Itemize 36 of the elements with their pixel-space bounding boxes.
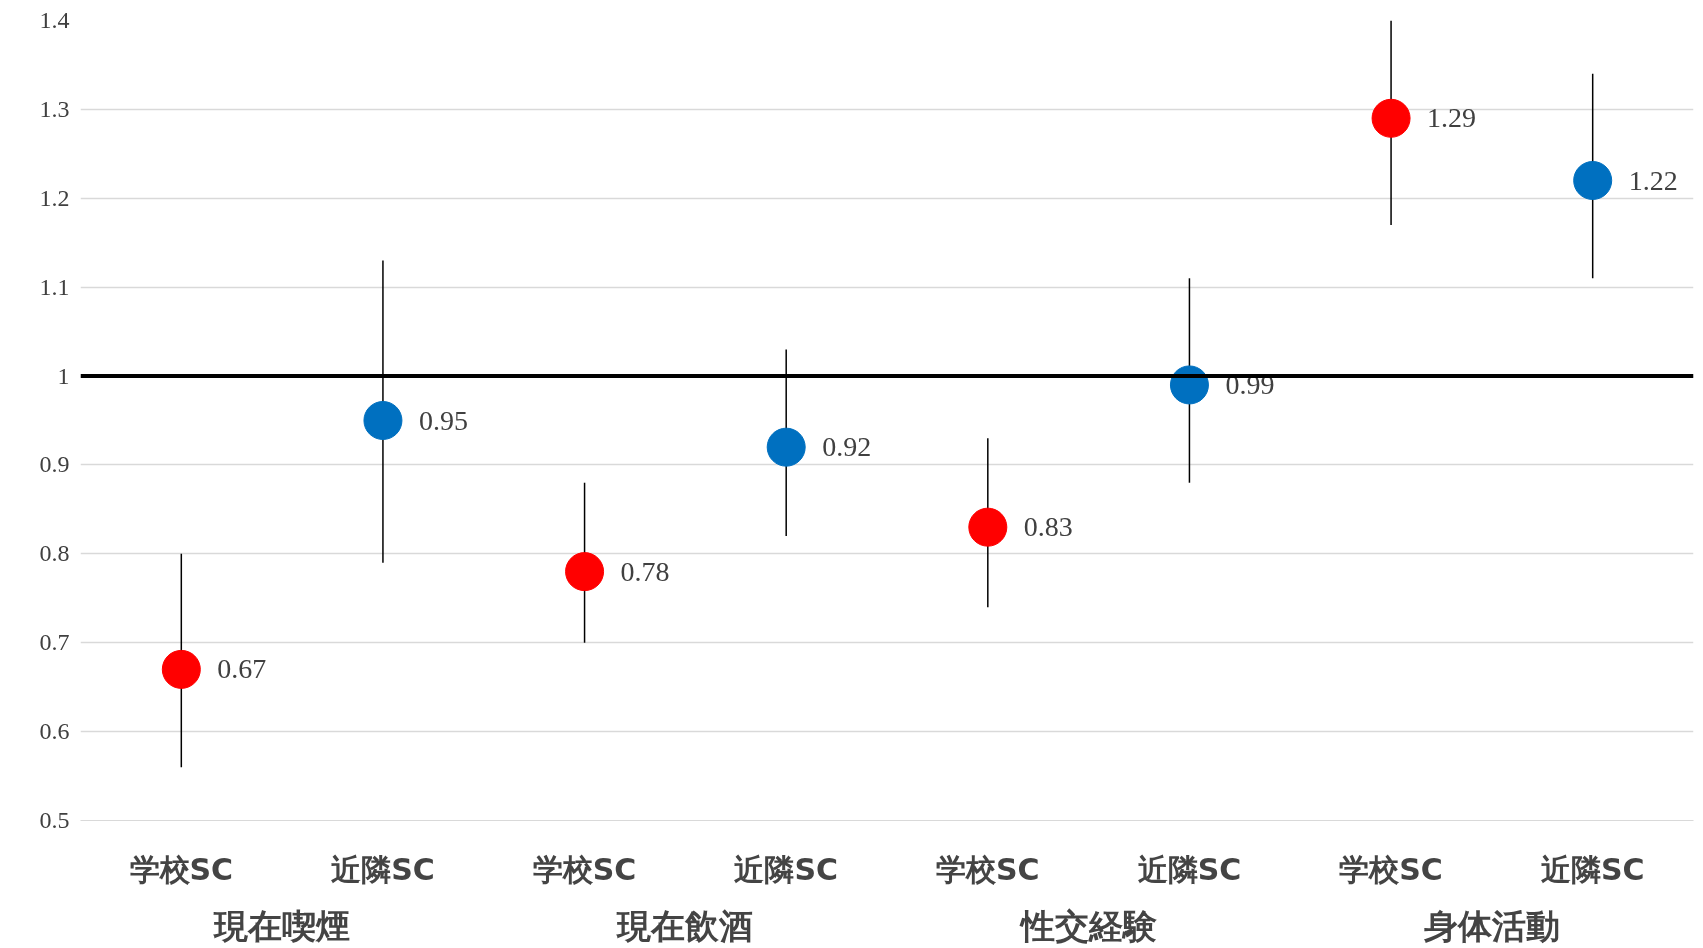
point bbox=[1371, 98, 1411, 138]
text: 身体活動 bbox=[1422, 905, 1560, 946]
data-label: 0.83 bbox=[1023, 511, 1073, 543]
data-label: 0.78 bbox=[620, 555, 670, 587]
point bbox=[766, 427, 806, 467]
x-tick-label: 近隣SC bbox=[1540, 851, 1645, 887]
y-tick-label: 0.7 bbox=[39, 629, 70, 656]
y-tick-label: 1.4 bbox=[39, 7, 70, 33]
data-label: 0.92 bbox=[822, 431, 872, 463]
x-tick-label: 学校SC bbox=[129, 851, 234, 887]
data-label: 1.22 bbox=[1628, 164, 1678, 196]
point bbox=[565, 552, 605, 592]
x-tick-label: 学校SC bbox=[532, 851, 637, 887]
y-tick-label: 1.1 bbox=[39, 273, 70, 300]
x-tick-label: 近隣SC bbox=[1137, 851, 1242, 887]
x-tick-label: 近隣SC bbox=[734, 851, 838, 887]
y-tick-label: 0.9 bbox=[39, 451, 70, 478]
point bbox=[161, 649, 201, 689]
y-tick-label: 0.5 bbox=[39, 807, 70, 833]
x-tick-label: 学校SC bbox=[936, 851, 1040, 887]
point bbox=[1573, 161, 1613, 200]
x-tick-label: 学校SC bbox=[1339, 851, 1443, 887]
point bbox=[968, 507, 1008, 547]
y-tick-label: 0.6 bbox=[39, 718, 70, 745]
text: 現在喫煙 bbox=[213, 905, 351, 946]
data-label: 0.95 bbox=[418, 404, 468, 436]
text: 性交経験 bbox=[1018, 905, 1157, 946]
y-tick-label: 1.2 bbox=[39, 184, 70, 211]
data-label: 0.67 bbox=[217, 653, 267, 685]
y-tick-label: 1.3 bbox=[39, 95, 70, 122]
y-tick-label: 1 bbox=[57, 362, 70, 389]
x-tick-label: 近隣SC bbox=[331, 851, 435, 887]
y-tick-label: 0.8 bbox=[39, 540, 70, 567]
data-label: 1.29 bbox=[1427, 102, 1477, 134]
text: 現在飲酒 bbox=[616, 905, 754, 946]
point bbox=[363, 401, 403, 440]
